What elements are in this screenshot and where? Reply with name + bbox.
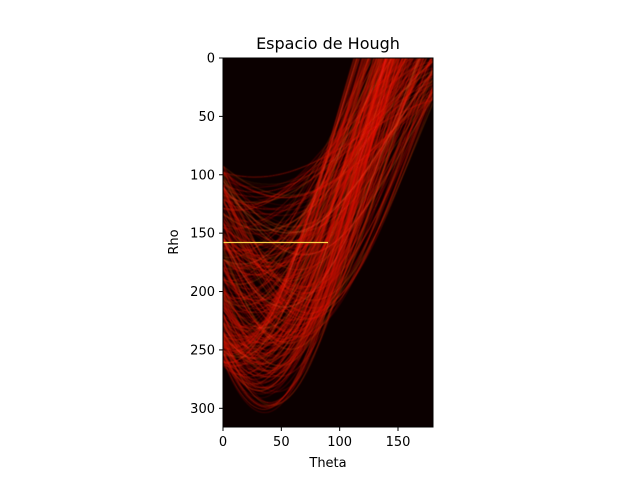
hough-curve	[223, 58, 410, 230]
hough-curve	[223, 58, 405, 229]
hough-curve	[223, 58, 412, 263]
hough-curve	[223, 58, 366, 341]
hough-curve	[223, 58, 383, 332]
x-axis-label: Theta	[308, 456, 346, 471]
y-tick-label: 150	[190, 227, 215, 242]
hough-curve	[223, 68, 433, 316]
hough-curve	[223, 58, 394, 404]
hough-curve	[223, 58, 399, 406]
hough-curve	[223, 58, 414, 210]
hough-curve	[223, 58, 415, 245]
hough-curve	[223, 58, 387, 360]
hough-curve	[223, 58, 392, 354]
plot-area	[222, 57, 434, 428]
hough-curve	[223, 58, 383, 356]
hough-curve	[223, 58, 408, 253]
plot-frame	[222, 57, 434, 428]
hough-curve	[223, 61, 433, 215]
hough-curve	[223, 96, 433, 198]
hough-curve	[223, 58, 395, 341]
hough-curve	[223, 58, 390, 324]
hough-curve	[223, 75, 433, 249]
hough-curve	[223, 80, 433, 193]
hough-curve	[223, 58, 387, 290]
hough-curve	[223, 58, 390, 378]
y-tick-label: 0	[207, 52, 215, 67]
hough-curve	[223, 58, 395, 350]
hough-curve	[223, 58, 389, 356]
hough-curve	[223, 58, 413, 340]
hough-curve	[223, 58, 422, 257]
y-tick-label: 50	[198, 110, 215, 125]
y-tick-label: 200	[190, 285, 215, 300]
hough-curve	[223, 58, 392, 301]
y-axis-label: Rho	[167, 229, 182, 254]
hough-curve	[223, 58, 389, 305]
hough-curve	[223, 85, 433, 320]
chart-title: Espacio de Hough	[256, 34, 400, 53]
hough-curve	[223, 58, 422, 311]
hough-curve	[223, 58, 386, 358]
hough-curves	[223, 58, 433, 414]
hough-curve	[223, 58, 361, 368]
hough-curve	[223, 58, 385, 277]
hough-curve	[223, 58, 360, 349]
x-tick-label: 100	[327, 435, 352, 450]
hough-curve	[223, 58, 387, 410]
x-tick-label: 150	[386, 435, 411, 450]
hough-curve	[223, 58, 369, 371]
hough-curve	[223, 82, 433, 288]
x-tick-label: 0	[219, 435, 227, 450]
x-axis-ticks: 0 50 100 150	[219, 427, 411, 450]
hough-curve	[223, 58, 386, 364]
hough-curve	[223, 58, 395, 269]
hough-curve	[223, 58, 381, 363]
hough-curve	[223, 58, 390, 414]
hough-curve	[223, 95, 433, 236]
hough-curve	[223, 58, 380, 344]
y-tick-label: 100	[190, 168, 215, 183]
x-tick-label: 50	[273, 435, 290, 450]
hough-curve	[223, 58, 396, 372]
hough-curve	[223, 58, 375, 258]
hough-curve	[223, 58, 398, 276]
y-tick-label: 250	[190, 343, 215, 358]
y-axis-ticks: 0 50 100 150 200 250 300	[190, 52, 223, 417]
hough-curve	[223, 58, 406, 308]
y-tick-label: 300	[190, 402, 215, 417]
hough-curve	[223, 58, 370, 282]
hough-curve	[223, 58, 375, 378]
hough-curve	[223, 58, 387, 389]
